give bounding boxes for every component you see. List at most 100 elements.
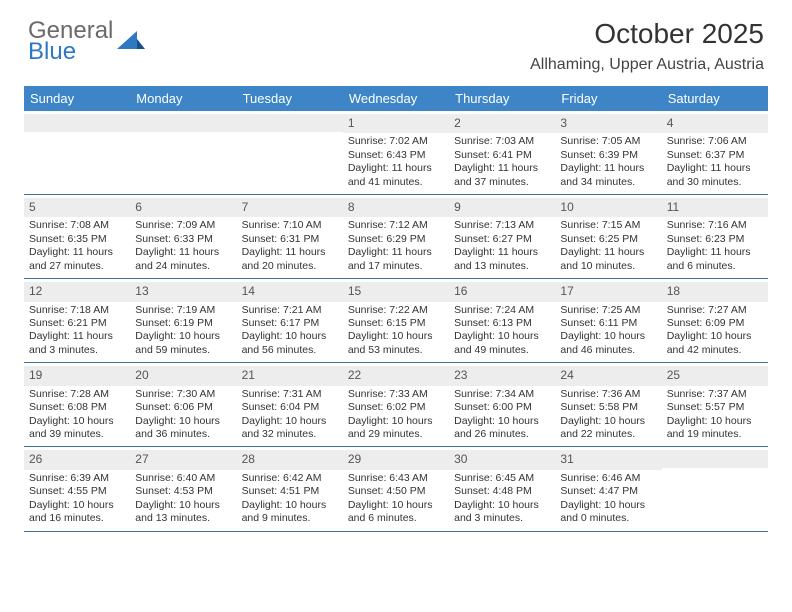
- day-info-line: Sunset: 6:06 PM: [135, 401, 231, 414]
- day-info-line: Sunrise: 7:27 AM: [667, 304, 763, 317]
- day-info-line: Daylight: 10 hours and 53 minutes.: [348, 330, 444, 357]
- day-info-line: Daylight: 11 hours and 27 minutes.: [29, 246, 125, 273]
- day-cell: 22 Sunrise: 7:33 AMSunset: 6:02 PMDayligh…: [343, 363, 449, 446]
- day-number: 30: [449, 450, 555, 469]
- day-cell: 13 Sunrise: 7:19 AMSunset: 6:19 PMDayligh…: [130, 279, 236, 362]
- day-number: 28: [237, 450, 343, 469]
- day-number: 10: [555, 198, 661, 217]
- day-number: 6: [130, 198, 236, 217]
- day-info-line: Sunrise: 6:42 AM: [242, 472, 338, 485]
- day-info-line: Daylight: 11 hours and 20 minutes.: [242, 246, 338, 273]
- day-cell: 1Sunrise: 7:02 AMSunset: 6:43 PMDaylight…: [343, 111, 449, 194]
- day-number: 22: [343, 366, 449, 385]
- day-number: 21: [237, 366, 343, 385]
- day-info-line: Daylight: 11 hours and 24 minutes.: [135, 246, 231, 273]
- day-info-line: Sunset: 6:19 PM: [135, 317, 231, 330]
- day-number: 29: [343, 450, 449, 469]
- day-info-line: Sunrise: 7:15 AM: [560, 219, 656, 232]
- day-info-line: Sunrise: 7:05 AM: [560, 135, 656, 148]
- day-number: 14: [237, 282, 343, 301]
- day-cell: 14Sunrise: 7:21 AMSunset: 6:17 PMDayligh…: [237, 279, 343, 362]
- day-cell: 30Sunrise: 6:45 AMSunset: 4:48 PMDayligh…: [449, 447, 555, 530]
- day-cell: 2Sunrise: 7:03 AMSunset: 6:41 PMDaylight…: [449, 111, 555, 194]
- day-cell: 17Sunrise: 7:25 AMSunset: 6:11 PMDayligh…: [555, 279, 661, 362]
- day-info-line: Daylight: 11 hours and 41 minutes.: [348, 162, 444, 189]
- day-cell: 24Sunrise: 7:36 AMSunset: 5:58 PMDayligh…: [555, 363, 661, 446]
- day-cell: 19Sunrise: 7:28 AMSunset: 6:08 PMDayligh…: [24, 363, 130, 446]
- day-info-line: Sunrise: 7:19 AM: [135, 304, 231, 317]
- day-info-line: Sunrise: 7:28 AM: [29, 388, 125, 401]
- weekday-header: Wednesday: [343, 86, 449, 111]
- day-info-line: Sunset: 6:15 PM: [348, 317, 444, 330]
- day-number: 9: [449, 198, 555, 217]
- day-number: [662, 450, 768, 468]
- day-cell: 8Sunrise: 7:12 AMSunset: 6:29 PMDaylight…: [343, 195, 449, 278]
- day-cell: 29Sunrise: 6:43 AMSunset: 4:50 PMDayligh…: [343, 447, 449, 530]
- day-info-line: Daylight: 10 hours and 59 minutes.: [135, 330, 231, 357]
- day-info-line: Sunrise: 7:34 AM: [454, 388, 550, 401]
- day-number: [237, 114, 343, 132]
- day-number: 25: [662, 366, 768, 385]
- day-info-line: Sunrise: 7:36 AM: [560, 388, 656, 401]
- day-cell: 3 Sunrise: 7:05 AMSunset: 6:39 PMDaylight…: [555, 111, 661, 194]
- day-number: 12: [24, 282, 130, 301]
- day-cell: 20Sunrise: 7:30 AMSunset: 6:06 PMDayligh…: [130, 363, 236, 446]
- week-row: 5Sunrise: 7:08 AMSunset: 6:35 PMDaylight…: [24, 195, 768, 279]
- day-number: 27: [130, 450, 236, 469]
- day-info-line: Sunrise: 7:31 AM: [242, 388, 338, 401]
- day-number: 17: [555, 282, 661, 301]
- day-info-line: Sunrise: 7:18 AM: [29, 304, 125, 317]
- day-number: 23: [449, 366, 555, 385]
- month-title: October 2025: [530, 18, 764, 50]
- day-info-line: Sunset: 6:00 PM: [454, 401, 550, 414]
- day-cell: 16Sunrise: 7:24 AMSunset: 6:13 PMDayligh…: [449, 279, 555, 362]
- day-info-line: Sunset: 6:11 PM: [560, 317, 656, 330]
- day-info-line: Daylight: 11 hours and 3 minutes.: [29, 330, 125, 357]
- day-info-line: Daylight: 10 hours and 19 minutes.: [667, 415, 763, 442]
- title-block: October 2025 Allhaming, Upper Austria, A…: [530, 18, 764, 74]
- day-number: 3: [555, 114, 661, 133]
- day-cell: 10Sunrise: 7:15 AMSunset: 6:25 PMDayligh…: [555, 195, 661, 278]
- day-info-line: Sunset: 6:39 PM: [560, 149, 656, 162]
- calendar-body: 1Sunrise: 7:02 AMSunset: 6:43 PMDaylight…: [24, 111, 768, 532]
- day-cell: 9Sunrise: 7:13 AMSunset: 6:27 PMDaylight…: [449, 195, 555, 278]
- day-cell: [662, 447, 768, 530]
- day-info-line: Sunset: 6:41 PM: [454, 149, 550, 162]
- day-number: 1: [343, 114, 449, 133]
- day-number: 8: [343, 198, 449, 217]
- day-info-line: Sunset: 6:21 PM: [29, 317, 125, 330]
- day-info-line: Sunset: 6:09 PM: [667, 317, 763, 330]
- day-info-line: Sunset: 6:37 PM: [667, 149, 763, 162]
- day-info-line: Daylight: 11 hours and 30 minutes.: [667, 162, 763, 189]
- weekday-header: Saturday: [662, 86, 768, 111]
- weekday-header: Sunday: [24, 86, 130, 111]
- day-info-line: Sunset: 6:29 PM: [348, 233, 444, 246]
- day-cell: 15Sunrise: 7:22 AMSunset: 6:15 PMDayligh…: [343, 279, 449, 362]
- day-info-line: Daylight: 11 hours and 34 minutes.: [560, 162, 656, 189]
- day-cell: 21Sunrise: 7:31 AMSunset: 6:04 PMDayligh…: [237, 363, 343, 446]
- day-info-line: Daylight: 10 hours and 16 minutes.: [29, 499, 125, 526]
- day-info-line: Daylight: 10 hours and 3 minutes.: [454, 499, 550, 526]
- day-info-line: Sunrise: 7:33 AM: [348, 388, 444, 401]
- weekday-header: Thursday: [449, 86, 555, 111]
- day-cell: [24, 111, 130, 194]
- day-info-line: Sunrise: 7:06 AM: [667, 135, 763, 148]
- day-number: 20: [130, 366, 236, 385]
- day-info-line: Sunset: 4:47 PM: [560, 485, 656, 498]
- logo-text: General Blue: [28, 18, 113, 64]
- day-cell: 26Sunrise: 6:39 AMSunset: 4:55 PMDayligh…: [24, 447, 130, 530]
- day-info-line: Daylight: 10 hours and 29 minutes.: [348, 415, 444, 442]
- day-info-line: Sunrise: 7:09 AM: [135, 219, 231, 232]
- day-cell: 18Sunrise: 7:27 AMSunset: 6:09 PMDayligh…: [662, 279, 768, 362]
- day-cell: 25Sunrise: 7:37 AMSunset: 5:57 PMDayligh…: [662, 363, 768, 446]
- day-cell: 4Sunrise: 7:06 AMSunset: 6:37 PMDaylight…: [662, 111, 768, 194]
- day-number: 13: [130, 282, 236, 301]
- week-row: 26Sunrise: 6:39 AMSunset: 4:55 PMDayligh…: [24, 447, 768, 531]
- day-info-line: Sunset: 6:02 PM: [348, 401, 444, 414]
- day-cell: [237, 111, 343, 194]
- day-number: [24, 114, 130, 132]
- day-info-line: Daylight: 11 hours and 37 minutes.: [454, 162, 550, 189]
- week-row: 19Sunrise: 7:28 AMSunset: 6:08 PMDayligh…: [24, 363, 768, 447]
- day-number: 2: [449, 114, 555, 133]
- day-info-line: Daylight: 10 hours and 56 minutes.: [242, 330, 338, 357]
